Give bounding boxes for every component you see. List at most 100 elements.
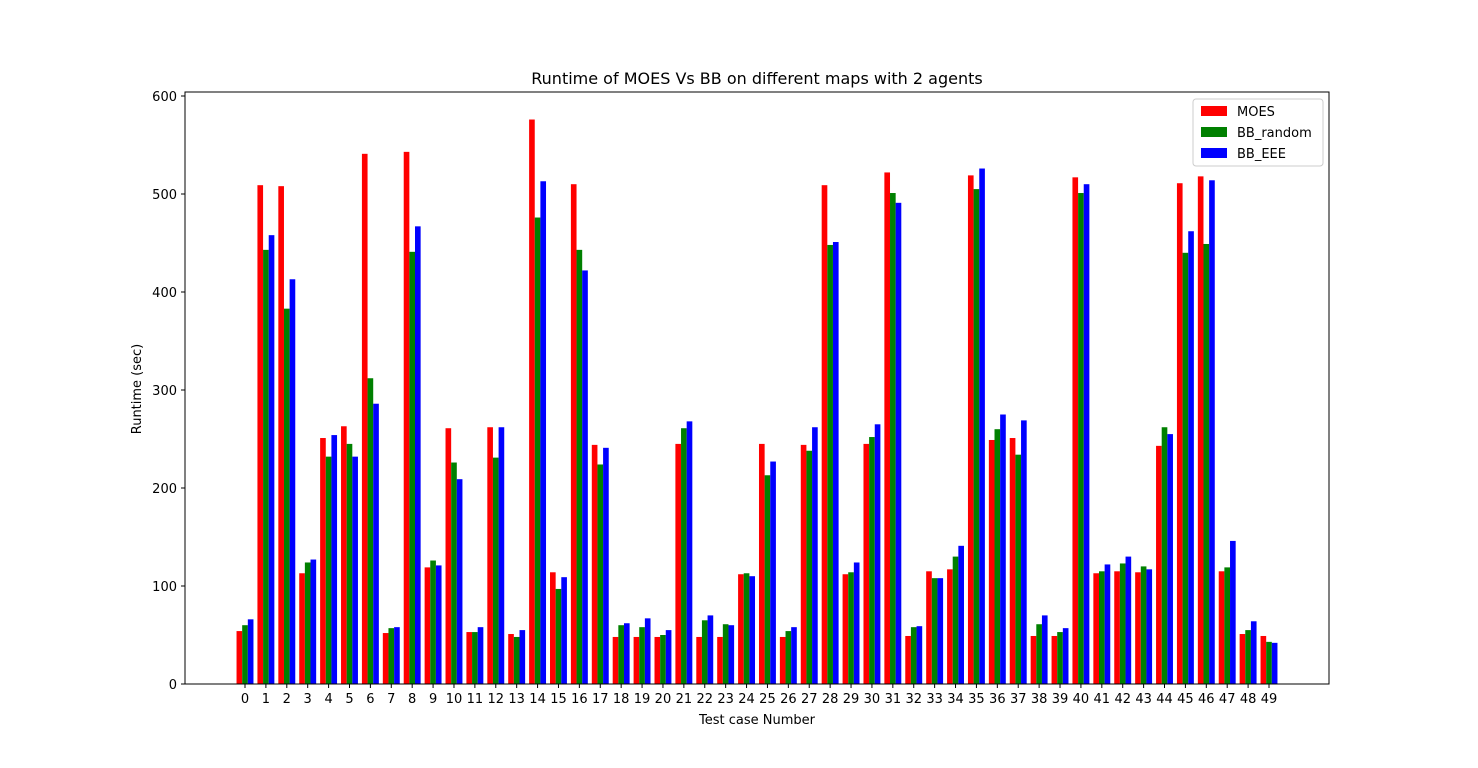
x-axis-title: Test case Number bbox=[698, 713, 816, 728]
y-axis: 0 100 200 300 400 500 600 bbox=[152, 90, 185, 693]
bar-MOES-18 bbox=[612, 636, 619, 684]
x-tick-label: 24 bbox=[738, 692, 755, 707]
x-axis: 0 1 2 3 4 5 6 7 8 9 10 11 12 13 14 15 16 17 18 19 20 21 22 23 24… bbox=[241, 684, 1277, 707]
bar-MOES-15 bbox=[550, 572, 556, 684]
x-tick-label: 2 bbox=[283, 692, 291, 707]
bar-MOES-38 bbox=[1030, 635, 1037, 684]
x-tick-label: 37 bbox=[1010, 692, 1027, 707]
bar-MOES-7 bbox=[382, 633, 389, 684]
bar-BB_random-28 bbox=[827, 244, 833, 684]
x-tick-label: 44 bbox=[1156, 692, 1173, 707]
bar-BB_random-0 bbox=[242, 625, 248, 684]
bar-BB_EEE-24 bbox=[749, 576, 756, 684]
bar-BB_random-49 bbox=[1266, 641, 1272, 684]
x-tick-label: 21 bbox=[676, 692, 693, 707]
bar-BB_random-10 bbox=[451, 462, 457, 684]
bar-BB_random-35 bbox=[973, 189, 980, 684]
bar-MOES-32 bbox=[905, 635, 911, 684]
bar-MOES-12 bbox=[487, 427, 493, 684]
y-axis-title: Runtime (sec) bbox=[130, 344, 145, 435]
bar-MOES-47 bbox=[1218, 571, 1225, 684]
x-tick-label: 32 bbox=[905, 692, 922, 707]
bar-BB_random-37 bbox=[1015, 454, 1022, 684]
bar-MOES-25 bbox=[758, 443, 765, 684]
bar-BB_EEE-15 bbox=[561, 577, 567, 684]
bar-MOES-36 bbox=[988, 439, 995, 684]
y-tick-label: 300 bbox=[152, 384, 177, 399]
x-tick-label: 46 bbox=[1198, 692, 1215, 707]
bar-BB_EEE-0 bbox=[247, 619, 254, 684]
bar-BB_random-48 bbox=[1245, 630, 1251, 684]
bar-BB_EEE-22 bbox=[707, 615, 714, 684]
bar-BB_EEE-43 bbox=[1146, 569, 1153, 684]
bar-BB_random-36 bbox=[994, 429, 1001, 684]
x-tick-label: 45 bbox=[1177, 692, 1194, 707]
x-tick-label: 4 bbox=[324, 692, 332, 707]
bar-MOES-26 bbox=[779, 636, 786, 684]
x-tick-label: 1 bbox=[262, 692, 270, 707]
x-tick-label: 12 bbox=[488, 692, 505, 707]
bar-BB_random-1 bbox=[263, 249, 269, 685]
bar-MOES-6 bbox=[361, 153, 368, 684]
bar-MOES-35 bbox=[967, 175, 974, 684]
bar-MOES-1 bbox=[257, 185, 264, 684]
bar-MOES-9 bbox=[424, 567, 431, 684]
bar-BB_random-5 bbox=[346, 443, 353, 684]
x-tick-label: 41 bbox=[1094, 692, 1111, 707]
bar-BB_EEE-18 bbox=[623, 623, 630, 684]
bar-BB_random-43 bbox=[1140, 566, 1147, 684]
bar-BB_random-6 bbox=[367, 378, 374, 684]
bar-BB_EEE-33 bbox=[937, 578, 944, 684]
bar-BB_random-14 bbox=[534, 217, 541, 684]
bar-BB_EEE-7 bbox=[394, 627, 400, 684]
bar-BB_EEE-31 bbox=[895, 202, 902, 684]
x-tick-label: 39 bbox=[1052, 692, 1069, 707]
bar-BB_EEE-9 bbox=[435, 565, 442, 684]
legend-swatch-BB_random bbox=[1201, 127, 1227, 137]
bar-MOES-28 bbox=[821, 185, 828, 684]
y-tick-label: 100 bbox=[152, 580, 177, 595]
bar-BB_EEE-48 bbox=[1250, 621, 1257, 684]
bar-BB_EEE-14 bbox=[540, 181, 547, 684]
bar-MOES-27 bbox=[800, 444, 807, 684]
bar-MOES-16 bbox=[570, 184, 577, 684]
bar-BB_EEE-19 bbox=[644, 618, 651, 684]
bar-BB_random-41 bbox=[1099, 571, 1105, 684]
legend-label-MOES: MOES bbox=[1237, 105, 1275, 120]
bar-BB_EEE-44 bbox=[1167, 434, 1173, 684]
bar-MOES-31 bbox=[884, 172, 891, 684]
x-tick-label: 9 bbox=[429, 692, 437, 707]
x-tick-label: 42 bbox=[1114, 692, 1131, 707]
bar-MOES-45 bbox=[1176, 183, 1183, 684]
y-tick-label: 600 bbox=[152, 90, 177, 105]
bar-MOES-33 bbox=[926, 571, 932, 684]
bar-BB_random-8 bbox=[409, 251, 415, 684]
x-tick-label: 10 bbox=[446, 692, 463, 707]
bar-BB_random-11 bbox=[472, 632, 478, 684]
bar-MOES-48 bbox=[1239, 634, 1246, 684]
x-tick-label: 43 bbox=[1135, 692, 1152, 707]
bar-BB_EEE-11 bbox=[477, 627, 484, 684]
bar-MOES-23 bbox=[717, 636, 723, 684]
bar-BB_EEE-8 bbox=[415, 226, 421, 684]
bar-BB_random-15 bbox=[555, 588, 562, 684]
x-tick-label: 7 bbox=[387, 692, 395, 707]
bar-BB_random-27 bbox=[806, 450, 813, 684]
bar-BB_random-32 bbox=[910, 627, 917, 684]
bar-BB_random-33 bbox=[931, 578, 938, 684]
bar-BB_random-19 bbox=[639, 627, 645, 684]
bar-BB_EEE-4 bbox=[331, 435, 338, 684]
x-tick-label: 5 bbox=[345, 692, 353, 707]
bar-BB_EEE-21 bbox=[686, 421, 693, 684]
x-tick-label: 22 bbox=[696, 692, 713, 707]
bar-BB_EEE-47 bbox=[1230, 540, 1236, 684]
legend: MOES BB_random BB_EEE bbox=[1192, 98, 1324, 167]
bar-BB_EEE-13 bbox=[519, 630, 526, 684]
bar-MOES-5 bbox=[341, 426, 347, 684]
bar-MOES-13 bbox=[508, 634, 514, 684]
bar-BB_random-34 bbox=[952, 556, 959, 684]
bar-BB_EEE-46 bbox=[1209, 180, 1215, 684]
bar-MOES-20 bbox=[654, 636, 661, 684]
x-tick-label: 49 bbox=[1261, 692, 1278, 707]
bar-BB_EEE-17 bbox=[603, 447, 609, 684]
